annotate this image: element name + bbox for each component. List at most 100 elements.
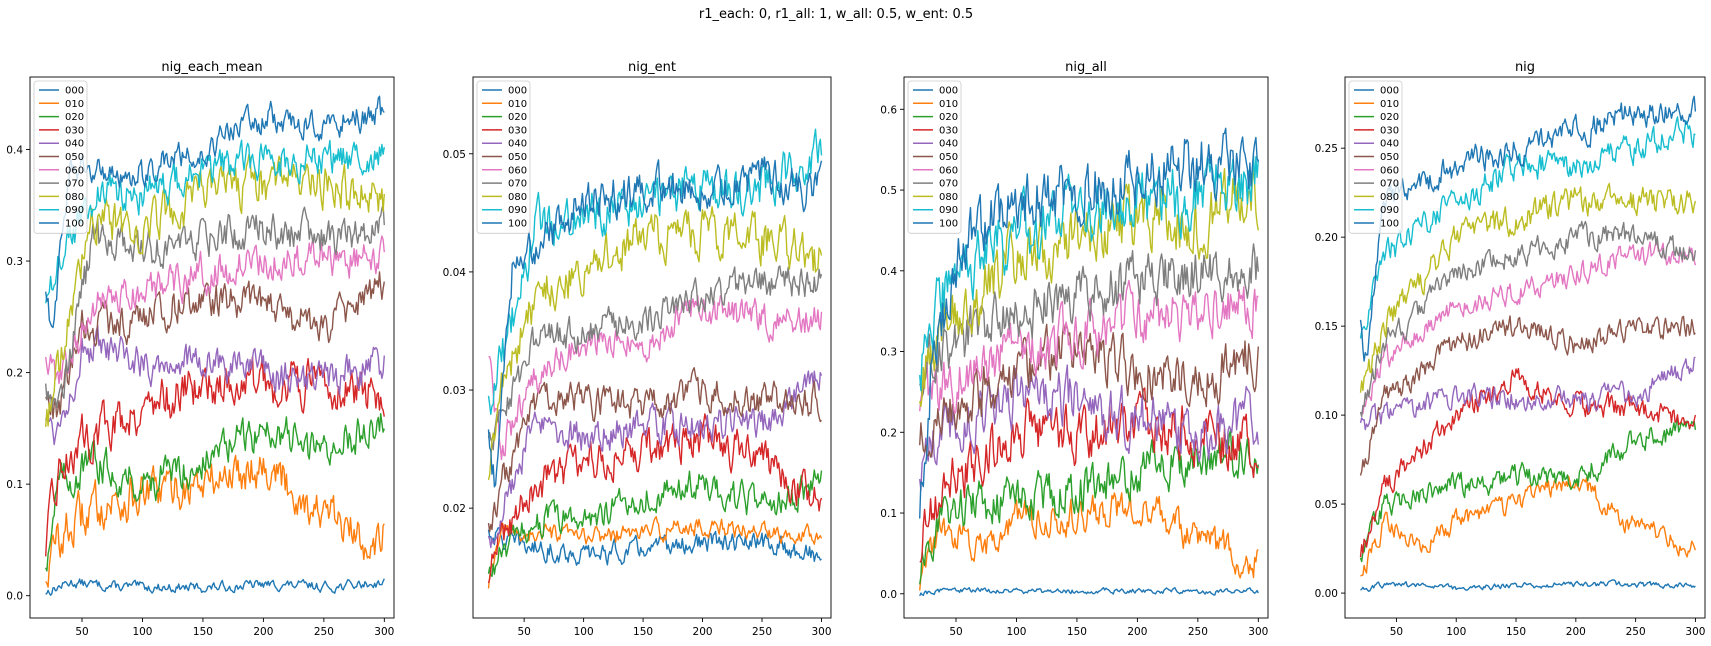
series-lines bbox=[45, 95, 385, 596]
legend-label: 080 bbox=[939, 192, 958, 203]
y-tick-label: 0.25 bbox=[1315, 143, 1338, 155]
x-tick-label: 200 bbox=[1127, 626, 1147, 638]
series-line-030 bbox=[919, 387, 1259, 563]
legend-label: 050 bbox=[939, 152, 958, 163]
series-line-040 bbox=[1359, 356, 1696, 431]
x-tick-label: 200 bbox=[693, 626, 713, 638]
legend-box bbox=[1348, 80, 1403, 234]
legend-label: 080 bbox=[508, 192, 527, 203]
series-line-100 bbox=[45, 95, 385, 329]
legend-label: 040 bbox=[65, 139, 84, 150]
x-tick-label: 100 bbox=[1006, 626, 1026, 638]
series-line-000 bbox=[919, 587, 1259, 597]
x-tick-label: 150 bbox=[633, 626, 653, 638]
series-line-090 bbox=[919, 154, 1259, 392]
legend-label: 070 bbox=[508, 179, 527, 190]
y-tick-label: 0.20 bbox=[1315, 232, 1338, 244]
x-tick-label: 50 bbox=[75, 626, 88, 638]
x-tick-label: 100 bbox=[1446, 626, 1466, 638]
series-line-090 bbox=[45, 139, 385, 304]
x-tick-label: 100 bbox=[574, 626, 594, 638]
series-line-050 bbox=[1359, 315, 1696, 476]
x-tick-label: 200 bbox=[253, 626, 273, 638]
legend-label: 010 bbox=[65, 99, 84, 110]
series-lines bbox=[919, 127, 1259, 597]
legend: 000 010 020 030 040 050 060 070 080 090 100 bbox=[1348, 80, 1403, 234]
series-line-010 bbox=[919, 491, 1259, 591]
subplot-nig_each_mean: 50 100 150 200 250 300 0.0 0.1 0.2 0.3 0.4 nig_each… bbox=[6, 60, 395, 638]
x-tick-label: 150 bbox=[1506, 626, 1526, 638]
series-line-040 bbox=[487, 370, 823, 549]
legend-label: 090 bbox=[508, 205, 527, 216]
y-tick-label: 0.04 bbox=[443, 267, 467, 279]
y-tick-label: 0.02 bbox=[443, 503, 466, 515]
legend-label: 050 bbox=[65, 152, 84, 163]
y-tick-label: 0.0 bbox=[6, 591, 23, 603]
subplot-nig_ent: 50 100 150 200 250 300 0.02 0.03 0.04 0.05 nig_ent… bbox=[443, 60, 832, 638]
legend-label: 090 bbox=[939, 205, 958, 216]
x-tick-label: 300 bbox=[1685, 626, 1705, 638]
subplot-title: nig_all bbox=[1065, 60, 1107, 75]
x-tick-label: 100 bbox=[132, 626, 152, 638]
x-tick-label: 300 bbox=[811, 626, 831, 638]
x-tick-label: 300 bbox=[374, 626, 394, 638]
y-tick-label: 0.4 bbox=[880, 266, 897, 278]
series-line-090 bbox=[1359, 116, 1696, 339]
legend: 000 010 020 030 040 050 060 070 080 090 100 bbox=[907, 80, 962, 234]
legend-label: 060 bbox=[508, 165, 527, 176]
legend-label: 060 bbox=[939, 165, 958, 176]
legend-label: 040 bbox=[939, 139, 958, 150]
series-line-100 bbox=[487, 156, 823, 488]
legend-label: 100 bbox=[65, 219, 84, 230]
legend-label: 070 bbox=[1380, 179, 1399, 190]
y-tick-label: 0.4 bbox=[6, 145, 23, 157]
subplot-title: nig_ent bbox=[628, 60, 676, 75]
y-tick-label: 0.10 bbox=[1315, 410, 1338, 422]
subplot-title: nig_each_mean bbox=[161, 60, 262, 75]
legend-label: 090 bbox=[65, 205, 84, 216]
legend-label: 050 bbox=[1380, 152, 1399, 163]
series-line-020 bbox=[45, 412, 385, 572]
y-tick-label: 0.6 bbox=[880, 104, 897, 116]
legend-label: 100 bbox=[939, 219, 958, 230]
series-line-010 bbox=[45, 454, 385, 588]
series-line-050 bbox=[919, 323, 1259, 458]
y-tick-label: 0.03 bbox=[443, 385, 466, 397]
series-lines bbox=[1359, 95, 1697, 592]
legend-label: 060 bbox=[1380, 165, 1399, 176]
y-tick-label: 0.0 bbox=[880, 589, 897, 601]
legend-label: 040 bbox=[508, 139, 527, 150]
subplot-nig_all: 50 100 150 200 250 300 0.0 0.1 0.2 0.3 0.4 0.5 0.6 ni… bbox=[880, 60, 1269, 638]
series-line-000 bbox=[45, 578, 385, 596]
series-line-070 bbox=[487, 265, 823, 451]
subplot-nig: 50 100 150 200 250 300 0.00 0.05 0.10 0.15 0.20 0.2… bbox=[1315, 60, 1706, 638]
series-line-060 bbox=[488, 295, 823, 461]
y-tick-label: 0.3 bbox=[6, 256, 23, 268]
series-line-070 bbox=[919, 243, 1259, 398]
series-line-020 bbox=[487, 469, 823, 577]
y-tick-label: 0.5 bbox=[880, 185, 897, 197]
y-tick-label: 0.2 bbox=[6, 368, 23, 380]
x-tick-label: 250 bbox=[314, 626, 334, 638]
x-tick-label: 200 bbox=[1566, 626, 1586, 638]
series-line-050 bbox=[487, 367, 822, 533]
series-line-100 bbox=[919, 127, 1259, 519]
series-line-080 bbox=[45, 153, 385, 427]
series-line-000 bbox=[1360, 579, 1696, 592]
legend-label: 070 bbox=[939, 179, 958, 190]
legend-label: 020 bbox=[1380, 112, 1399, 123]
legend-label: 010 bbox=[1380, 99, 1399, 110]
legend-label: 020 bbox=[65, 112, 84, 123]
subplot-title: nig bbox=[1515, 60, 1535, 75]
legend-label: 030 bbox=[65, 125, 84, 136]
axes-frame bbox=[1344, 76, 1706, 619]
legend-label: 080 bbox=[65, 192, 84, 203]
legend-label: 000 bbox=[1380, 86, 1399, 97]
x-tick-label: 150 bbox=[1067, 626, 1087, 638]
series-line-030 bbox=[45, 356, 385, 557]
legend-label: 030 bbox=[508, 125, 527, 136]
x-tick-label: 250 bbox=[1188, 626, 1208, 638]
series-line-020 bbox=[919, 429, 1259, 585]
series-line-040 bbox=[919, 364, 1259, 491]
